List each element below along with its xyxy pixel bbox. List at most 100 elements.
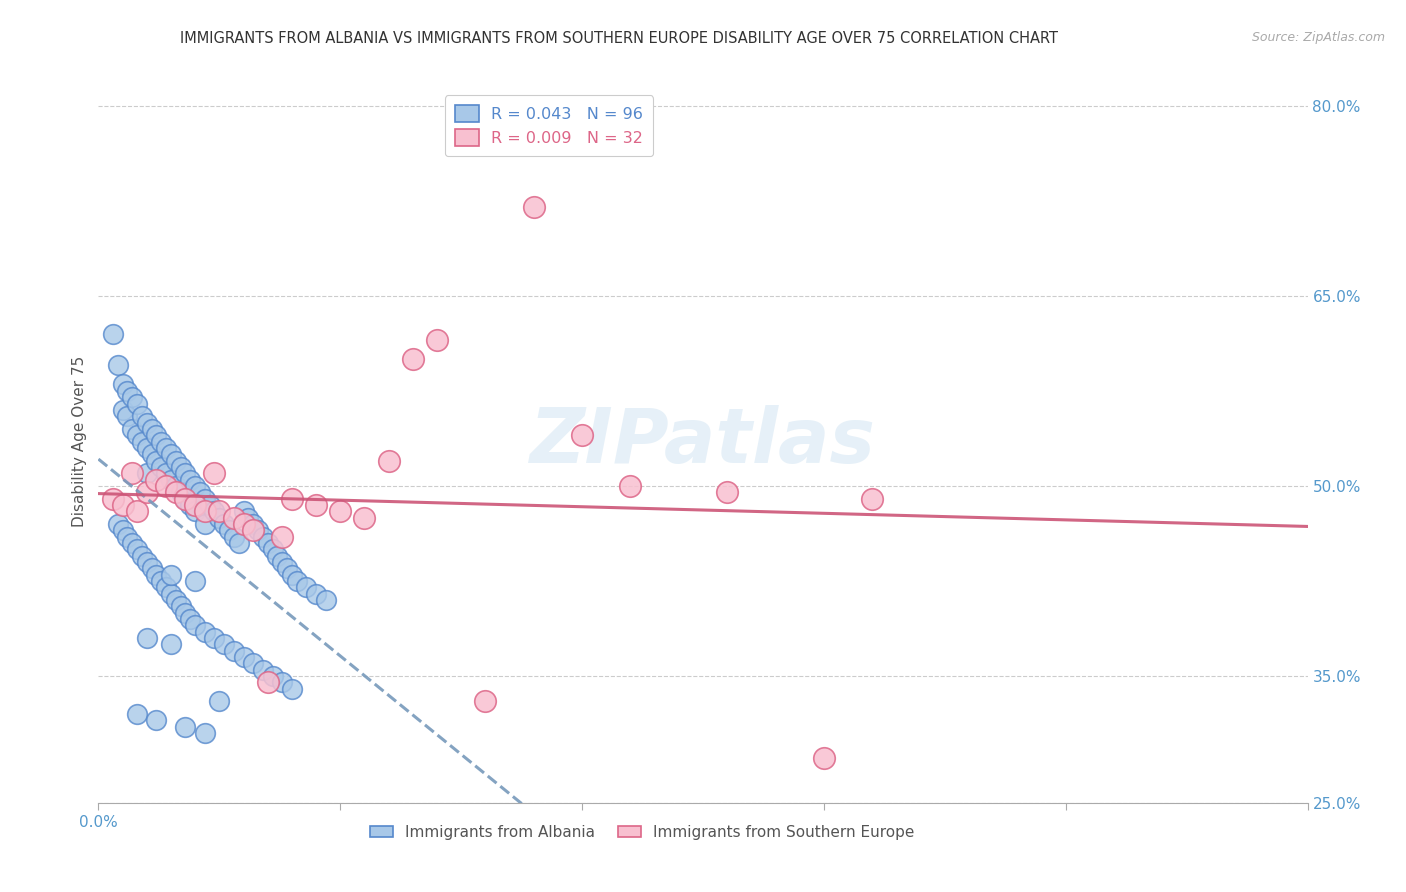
Point [281,681,304,696]
Point [256,675,278,690]
Point [179,498,201,512]
Point [184,504,207,518]
Text: ZIPatlas: ZIPatlas [530,405,876,478]
Point [474,694,496,708]
Point [101,326,124,341]
Point [127,504,149,518]
Point [111,377,134,392]
Point [315,593,337,607]
Point [212,637,235,651]
Point [242,516,264,531]
Point [305,587,328,601]
Point [295,580,318,594]
Point [135,441,157,455]
Point [174,606,197,620]
Point [194,504,217,518]
Point [165,479,187,493]
Point [204,631,226,645]
Point [155,479,177,493]
Legend: Immigrants from Albania, Immigrants from Southern Europe: Immigrants from Albania, Immigrants from… [364,819,921,846]
Point [160,567,183,582]
Point [155,580,177,594]
Point [141,422,163,436]
Point [860,491,883,506]
Point [150,574,173,588]
Point [305,498,328,512]
Point [127,707,149,722]
Text: IMMIGRANTS FROM ALBANIA VS IMMIGRANTS FROM SOUTHERN EUROPE DISABILITY AGE OVER 7: IMMIGRANTS FROM ALBANIA VS IMMIGRANTS FR… [180,31,1057,46]
Point [145,567,167,582]
Point [242,523,264,537]
Point [252,530,274,544]
Point [131,549,153,563]
Point [218,523,240,537]
Point [145,428,167,442]
Point [716,485,738,500]
Point [135,631,157,645]
Point [256,536,278,550]
Point [179,473,201,487]
Point [145,453,167,467]
Point [141,447,163,461]
Point [571,428,593,442]
Point [160,637,183,651]
Point [101,491,124,506]
Point [242,657,264,671]
Point [121,390,143,404]
Point [208,510,231,524]
Point [208,504,231,518]
Point [107,359,129,373]
Point [271,555,294,569]
Point [131,409,153,424]
Point [131,434,153,449]
Point [174,720,197,734]
Point [111,523,134,537]
Point [247,523,270,537]
Point [174,467,197,481]
Point [523,200,546,214]
Point [145,714,167,728]
Point [160,473,183,487]
Point [121,467,143,481]
Point [813,751,835,765]
Point [184,498,207,512]
Point [184,618,207,632]
Point [232,504,254,518]
Point [222,530,245,544]
Point [281,491,304,506]
Point [174,491,197,506]
Point [111,402,134,417]
Point [135,555,157,569]
Y-axis label: Disability Age Over 75: Disability Age Over 75 [72,356,87,527]
Point [160,587,183,601]
Point [184,479,207,493]
Point [135,467,157,481]
Point [111,498,134,512]
Point [208,694,231,708]
Point [155,467,177,481]
Point [150,459,173,474]
Point [194,491,217,506]
Point [179,612,201,626]
Point [150,434,173,449]
Point [121,536,143,550]
Point [117,409,139,424]
Point [222,643,245,657]
Point [165,485,187,500]
Point [402,352,425,367]
Point [117,530,139,544]
Point [252,663,274,677]
Point [194,624,217,639]
Point [212,516,235,531]
Point [141,561,163,575]
Point [127,396,149,410]
Point [184,574,207,588]
Point [232,516,254,531]
Point [127,542,149,557]
Point [238,510,260,524]
Point [426,333,449,347]
Point [329,504,352,518]
Point [135,416,157,430]
Point [165,453,187,467]
Point [117,384,139,398]
